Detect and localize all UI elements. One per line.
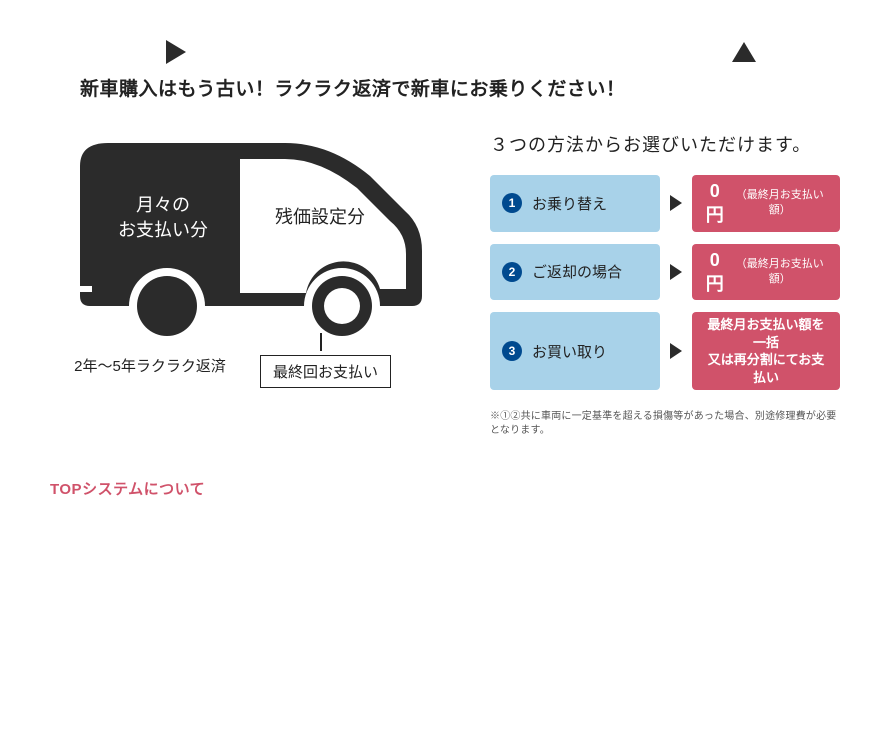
main-row: 月々の お支払い分 残価設定分 2年〜5年ラクラク返済 最終回お支払い ３つの方… [50, 131, 840, 438]
options-title: ３つの方法からお選びいただけます。 [490, 131, 840, 157]
arrow-up-icon [732, 42, 756, 62]
option-right-small: （最終月お支払い額） [730, 188, 830, 218]
option-right-big: 0円 [702, 179, 728, 228]
option-left: 3 お買い取り [490, 312, 660, 390]
option-right: 0円（最終月お支払い額） [692, 244, 840, 301]
connector-line [320, 333, 322, 351]
option-number-badge: 2 [502, 262, 522, 282]
car-sub-left: 2年〜5年ラクラク返済 [50, 355, 250, 376]
option-label: お買い取り [532, 341, 607, 362]
car-sub-right: 最終回お支払い [260, 355, 391, 388]
car-monthly-label: 月々の お支払い分 [98, 193, 228, 243]
option-right-big: 0円 [702, 248, 728, 297]
car-diagram: 月々の お支払い分 残価設定分 2年〜5年ラクラク返済 最終回お支払い [50, 131, 450, 438]
section-label: TOPシステムについて [50, 478, 840, 499]
arrow-right-icon [670, 195, 682, 211]
option-label: ご返却の場合 [532, 261, 622, 282]
option-number-badge: 1 [502, 193, 522, 213]
option-left: 2 ご返却の場合 [490, 244, 660, 301]
option-row: 3 お買い取り 最終月お支払い額を一括 又は再分割にてお支払い [490, 312, 840, 390]
option-label: お乗り替え [532, 193, 607, 214]
top-arrow-row [50, 40, 840, 64]
options-list: 1 お乗り替え 0円（最終月お支払い額） 2 ご返却の場合 0円（最終月お支払い額） 3 お買… [490, 175, 840, 390]
option-right: 0円（最終月お支払い額） [692, 175, 840, 232]
option-number-badge: 3 [502, 341, 522, 361]
option-left: 1 お乗り替え [490, 175, 660, 232]
car-residual-label: 残価設定分 [250, 203, 390, 229]
options-panel: ３つの方法からお選びいただけます。 1 お乗り替え 0円（最終月お支払い額） 2 ご返却… [490, 131, 840, 438]
arrow-right-icon [670, 343, 682, 359]
option-right-small: （最終月お支払い額） [730, 257, 830, 287]
option-right: 最終月お支払い額を一括 又は再分割にてお支払い [692, 312, 840, 390]
arrow-right-icon [166, 40, 186, 64]
arrow-right-icon [670, 264, 682, 280]
car-sublabels: 2年〜5年ラクラク返済 最終回お支払い [50, 355, 450, 388]
option-row: 1 お乗り替え 0円（最終月お支払い額） [490, 175, 840, 232]
disclaimer-text: ※①②共に車両に一定基準を超える損傷等があった場合、別途修理費が必要となります。 [490, 410, 840, 438]
option-row: 2 ご返却の場合 0円（最終月お支払い額） [490, 244, 840, 301]
headline-text: 新車購入はもう古い！ラクラク返済で新車にお乗りください！ [50, 74, 840, 101]
